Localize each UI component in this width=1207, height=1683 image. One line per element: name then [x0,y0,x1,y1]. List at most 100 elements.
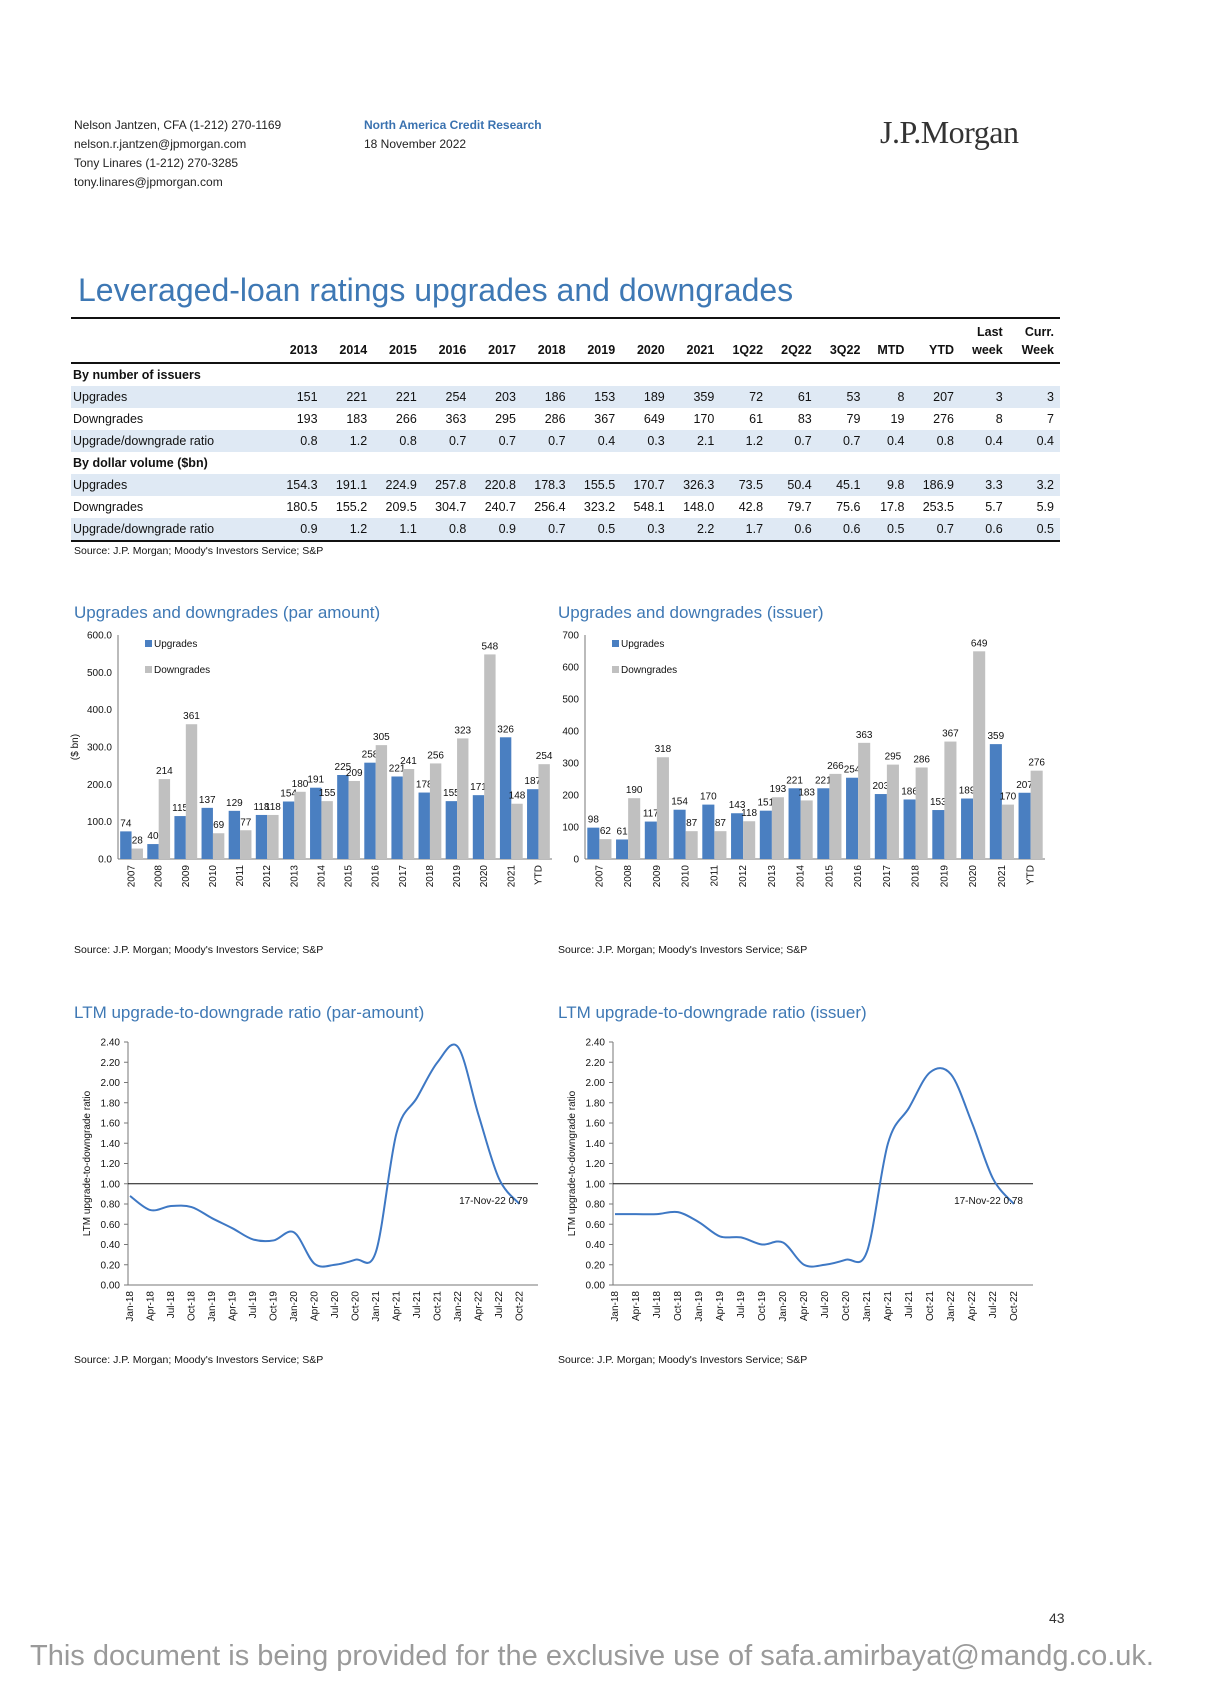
bar-downgrades [628,798,641,859]
y-tick-label: 0.20 [101,1260,121,1271]
bar-upgrades [759,810,772,859]
data-label: 190 [626,785,643,796]
bar-downgrades [714,831,727,859]
y-tick-label: 2.20 [586,1058,606,1069]
x-tick-label: 2010 [208,865,219,888]
table-cell: 0.8 [274,430,324,452]
y-tick-label: 0.00 [586,1281,606,1292]
data-label: 649 [971,638,988,649]
x-tick-label: Jul-21 [412,1291,423,1319]
bar-upgrades [989,744,1002,859]
table-cell: 53 [817,386,867,408]
table-cell: 3.2 [1008,474,1060,496]
data-label: 207 [1016,780,1033,791]
table-section-title: By dollar volume ($bn) [73,456,208,470]
bar-upgrades [527,789,539,859]
table-cell: 19 [890,412,905,426]
table-row-label: Upgrades [71,474,274,496]
y-tick-label: 1.80 [586,1098,606,1109]
data-label: 326 [497,724,514,735]
bar-downgrades [858,742,871,859]
x-tick-label: 2016 [853,865,864,888]
legend-swatch [145,666,152,673]
table-cell: 221 [323,386,374,408]
table-cell: 359 [670,386,721,408]
table-cell: 1.2 [720,430,770,452]
data-label: 305 [373,732,390,743]
table-cell: 17.8 [880,500,905,514]
data-label: 359 [987,731,1004,742]
ltm-par-line-chart: 0.00 0.20 0.40 0.60 0.80 1.00 1.20 1.40 1.60 1.80… [82,1038,538,1322]
bar-upgrades [201,807,213,859]
bar-downgrades [685,831,698,859]
table-cell: 0.7 [521,430,572,452]
bar-downgrades [212,833,225,859]
table-row: Upgrade/downgrade ratio 0.8 1.2 0.8 0.7 0.7 0.… [71,430,1060,452]
data-label: 254 [844,765,861,776]
table-col-header: Last week [972,325,1003,357]
table-cell: 42.8 [738,500,764,514]
data-label: 40 [147,831,159,842]
table-col-header: 2013 [289,343,318,357]
table-cell: 209.5 [385,500,417,514]
legend-label: Downgrades [154,665,210,676]
data-label: 318 [655,744,672,755]
table-cell: 0.6 [817,518,867,541]
x-tick-label: Jul-18 [166,1291,177,1319]
table-cell: 8 [995,412,1003,426]
x-tick-label: Apr-19 [715,1291,726,1321]
x-tick-label: Oct-18 [187,1291,198,1321]
x-tick-label: Oct-20 [841,1291,852,1321]
y-tick-label: 0.40 [101,1240,121,1251]
table-cell: 221 [373,386,423,408]
table-cell: 253.5 [922,500,954,514]
bar-upgrades [310,787,322,859]
table-cell: 183 [346,412,368,426]
bar-upgrades [147,844,159,859]
chart-title-issuer: Upgrades and downgrades (issuer) [558,603,824,622]
x-tick-label: 2012 [262,865,273,888]
x-tick-label: Apr-21 [883,1291,894,1321]
bar-upgrades [472,795,485,859]
x-tick-label: Jul-22 [494,1291,505,1319]
chart-source-issuer: Source: J.P. Morgan; Moody's Investors S… [558,944,808,956]
table-cell: 155.2 [335,500,368,514]
table-cell: 151 [274,386,324,408]
data-label: 69 [213,820,225,831]
x-tick-label: 2018 [911,865,922,888]
y-tick-label: 0.80 [586,1200,606,1211]
bar-downgrades [915,767,928,859]
y-tick-label: 600.0 [87,631,112,642]
x-tick-label: Apr-22 [474,1291,485,1321]
report-date: 18 November 2022 [364,137,467,151]
x-tick-label: Oct-19 [269,1291,280,1321]
table-row: Downgrades 180.5 155.2 209.5 304.7 240.7 256.4… [71,496,1060,518]
table-cell: 155.5 [571,474,622,496]
table-cell: 148.0 [683,500,715,514]
bar-downgrades [185,724,198,859]
table-cell: 193 [296,412,318,426]
table-col-header: 2014 [339,343,368,357]
data-label: 221 [389,763,406,774]
author-email[interactable]: nelson.r.jantzen@jpmorgan.com [74,137,247,151]
table-cell: 79 [846,412,861,426]
table-row-label: Upgrades [71,386,274,408]
bar-downgrades [1030,770,1043,859]
table-cell: 154.3 [274,474,324,496]
table-row: Upgrades 151 221 221 254 203 186 153 189 359 72 61 5… [71,386,1060,408]
table-cell: 0.3 [621,518,671,541]
table-cell: 326.3 [670,474,721,496]
table-cell: 1.7 [720,518,770,541]
table-col-header: 2Q22 [781,343,812,357]
table-col-header: 2020 [636,343,665,357]
data-label: 178 [416,780,433,791]
table-cell: 0.4 [866,430,911,452]
data-label: 115 [172,803,188,814]
x-tick-label: Jan-22 [946,1291,957,1322]
bar-downgrades [429,763,442,859]
legend-label: Upgrades [154,639,197,650]
table-cell: 0.6 [960,518,1009,541]
author-email[interactable]: tony.linares@jpmorgan.com [74,175,223,189]
data-label: 87 [715,818,727,829]
